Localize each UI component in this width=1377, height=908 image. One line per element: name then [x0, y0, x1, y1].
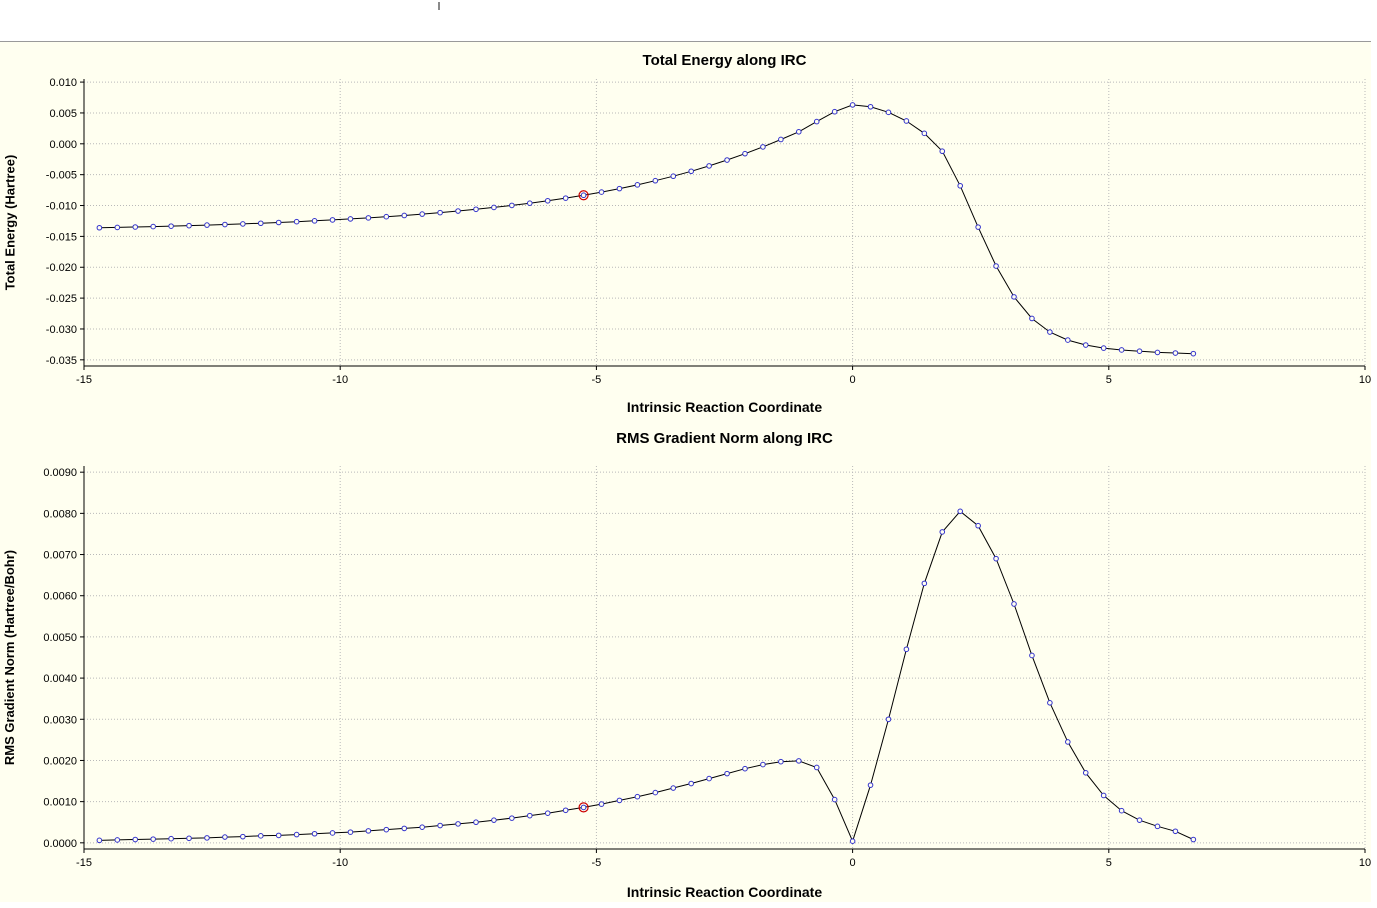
svg-text:-15: -15 — [76, 374, 92, 386]
energy-chart: 0.010 0.005 0.000 -0.005 -0.010 -0.015 -0.020 -… — [0, 42, 1372, 420]
svg-text:-10: -10 — [332, 857, 348, 869]
window-top-strip — [0, 0, 1377, 41]
svg-text:10: 10 — [1359, 857, 1371, 869]
gradient-plot-canvas[interactable]: 0.0090 0.0080 0.0070 0.0060 0.0050 0.0040 0.00… — [0, 420, 1371, 903]
svg-text:0.010: 0.010 — [49, 77, 77, 89]
svg-text:0.0000: 0.0000 — [43, 838, 77, 850]
svg-text:0.0080: 0.0080 — [43, 508, 77, 520]
energy-y-axis-label: Total Energy (Hartree) — [2, 154, 18, 291]
svg-text:-0.015: -0.015 — [46, 231, 77, 243]
svg-text:0.0070: 0.0070 — [43, 550, 77, 562]
gradient-y-axis-label: RMS Gradient Norm (Hartree/Bohr) — [2, 549, 18, 766]
svg-text:0: 0 — [850, 374, 856, 386]
svg-text:-0.020: -0.020 — [46, 262, 77, 274]
svg-text:0.0090: 0.0090 — [43, 467, 77, 479]
svg-text:0.0050: 0.0050 — [43, 632, 77, 644]
svg-text:0.000: 0.000 — [49, 139, 77, 151]
svg-text:0.0010: 0.0010 — [43, 797, 77, 809]
energy-plot-canvas[interactable]: 0.010 0.005 0.000 -0.005 -0.010 -0.015 -0.020 -… — [0, 42, 1371, 420]
gradient-x-axis-label: Intrinsic Reaction Coordinate — [626, 884, 823, 900]
svg-text:0.0060: 0.0060 — [43, 591, 77, 603]
caret-artifact — [438, 2, 440, 10]
svg-text:5: 5 — [1106, 857, 1112, 869]
svg-text:-5: -5 — [592, 374, 602, 386]
svg-text:-0.005: -0.005 — [46, 170, 77, 182]
svg-text:0: 0 — [850, 857, 856, 869]
svg-text:-0.010: -0.010 — [46, 201, 77, 213]
svg-text:10: 10 — [1359, 374, 1371, 386]
svg-text:-0.025: -0.025 — [46, 293, 77, 305]
energy-chart-title: Total Energy along IRC — [642, 52, 807, 69]
energy-y-axis: Total Energy (Hartree) — [0, 79, 20, 366]
svg-text:-5: -5 — [592, 857, 602, 869]
gradient-y-axis: RMS Gradient Norm (Hartree/Bohr) — [0, 466, 20, 849]
svg-text:0.0030: 0.0030 — [43, 714, 77, 726]
energy-x-axis-label: Intrinsic Reaction Coordinate — [626, 399, 823, 415]
svg-text:5: 5 — [1106, 374, 1112, 386]
svg-text:-10: -10 — [332, 374, 348, 386]
svg-text:0.0040: 0.0040 — [43, 673, 77, 685]
gradient-chart-title: RMS Gradient Norm along IRC — [616, 430, 833, 447]
svg-text:0.0020: 0.0020 — [43, 755, 77, 767]
irc-plots-panel: 0.010 0.005 0.000 -0.005 -0.010 -0.015 -0.020 -… — [0, 41, 1371, 902]
svg-text:-0.030: -0.030 — [46, 324, 77, 336]
svg-text:-15: -15 — [76, 857, 92, 869]
svg-text:-0.035: -0.035 — [46, 355, 77, 367]
svg-text:0.005: 0.005 — [49, 108, 77, 120]
gradient-chart: 0.0090 0.0080 0.0070 0.0060 0.0050 0.0040 0.00… — [0, 420, 1372, 903]
